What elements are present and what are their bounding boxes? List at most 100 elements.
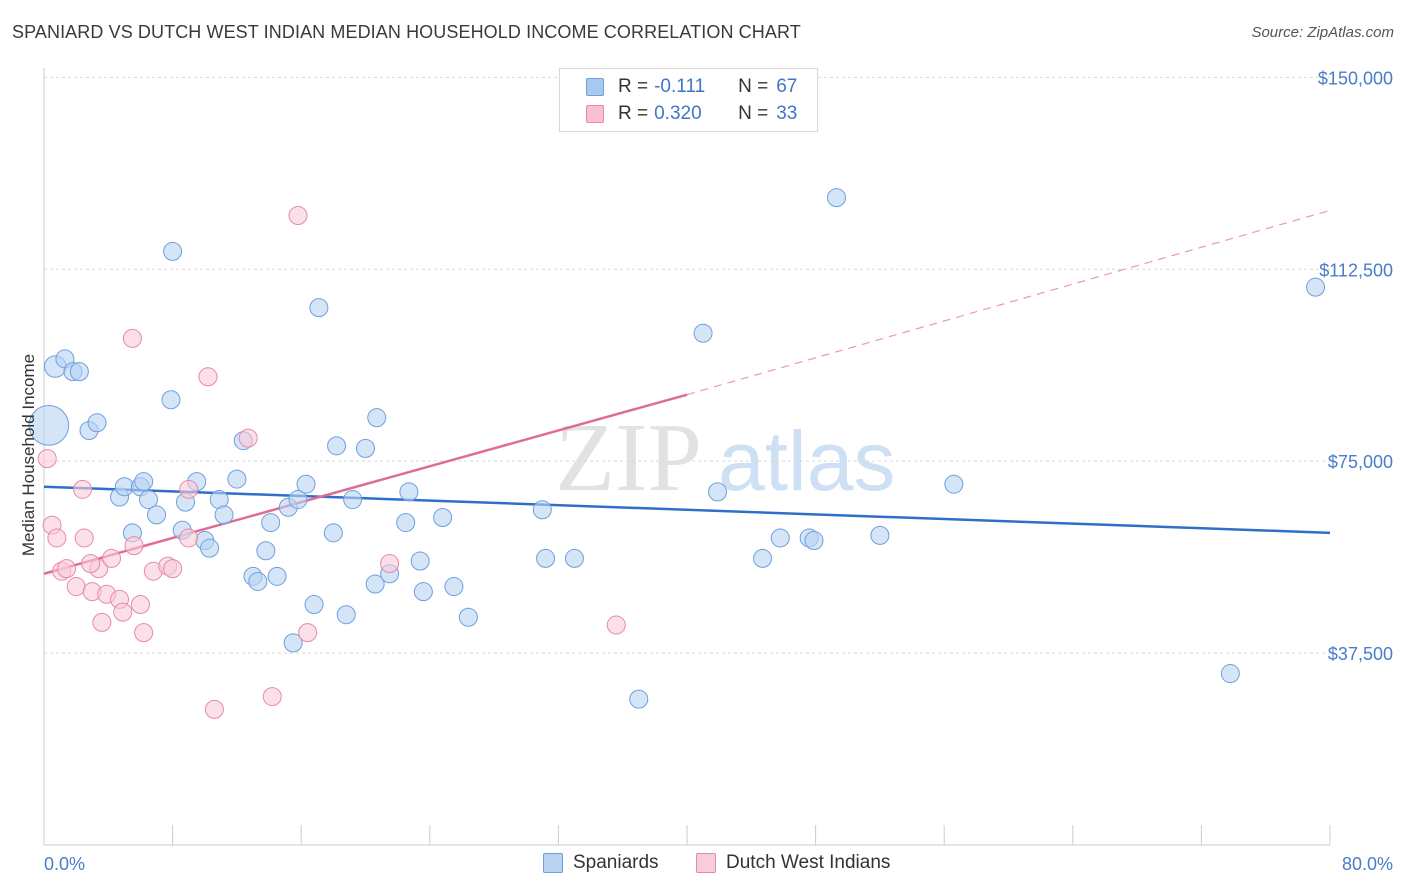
source-label: Source: ZipAtlas.com [1251,24,1394,41]
point-spaniards-37 [327,436,347,456]
watermark-zip: ZIP [555,404,702,512]
y-tick-label-2: $75,000 [1328,452,1393,472]
bottom-legend-spaniards: Spaniards [543,852,659,874]
point-spaniards-35 [309,298,329,318]
bottom-legend-swatch-spaniards [543,853,563,873]
point-dutch-west-indians-25 [238,428,258,448]
point-spaniards-28 [261,513,281,533]
bottom-legend-swatch-dutch-west-indians [696,853,716,873]
x-tick-label-min: 0.0% [44,854,85,874]
data-points [28,188,1326,719]
legend-r-label: R = [618,103,649,124]
bottom-legend-dutch-west-indians: Dutch West Indians [696,852,890,874]
y-tick-label-1: $112,500 [1319,260,1393,280]
point-spaniards-65 [1306,277,1326,297]
point-spaniards-60 [804,531,824,550]
chart-title: SPANIARD VS DUTCH WEST INDIAN MEDIAN HOU… [12,22,801,42]
point-spaniards-57 [753,548,773,568]
point-spaniards-40 [356,438,375,458]
point-dutch-west-indians-26 [262,687,282,707]
point-spaniards-38 [336,605,356,625]
point-dutch-west-indians-6 [73,479,93,499]
point-spaniards-39 [343,490,363,510]
y-tick-labels: $150,000 $112,500 $75,000 $37,500 [1318,68,1393,664]
point-dutch-west-indians-30 [606,615,626,635]
point-spaniards-8 [163,241,183,261]
point-spaniards-26 [248,571,268,591]
point-dutch-west-indians-21 [163,559,183,579]
point-spaniards-10 [114,477,134,497]
point-dutch-west-indians-18 [122,328,142,348]
trend-extension-dutch-west-indians [686,209,1331,396]
point-spaniards-20 [200,538,220,558]
point-spaniards-61 [826,188,846,208]
point-spaniards-64 [1220,664,1240,684]
point-dutch-west-indians-31 [179,528,199,548]
point-spaniards-53 [564,548,584,568]
trend-line-spaniards [43,485,1331,535]
legend-r-label: R = [618,76,649,97]
point-spaniards-45 [399,482,419,502]
point-spaniards-32 [296,474,316,494]
point-spaniards-0 [28,405,70,446]
legend-r-value: -0.111 [654,76,706,97]
point-spaniards-55 [693,323,713,343]
y-axis-title: Median Household Income [19,354,38,556]
correlation-legend: R = -0.111 N = 67 R = 0.320 N = 33 [559,68,818,132]
point-spaniards-47 [413,582,433,602]
legend-n-value: 67 [776,76,798,97]
point-spaniards-13 [138,490,158,510]
gridlines [44,76,1330,654]
point-dutch-west-indians-22 [179,479,199,499]
y-tick-label-0: $150,000 [1318,68,1393,88]
legend-swatch-spaniards [586,78,604,96]
trend-line-dutch-west-indians [43,393,688,575]
bottom-legend-label-dutch-west-indians: Dutch West Indians [726,852,891,873]
point-dutch-west-indians-17 [134,623,154,643]
point-dutch-west-indians-7 [74,528,94,548]
point-dutch-west-indians-0 [37,449,57,469]
point-dutch-west-indians-28 [298,623,318,643]
y-tick-label-3: $37,500 [1328,644,1393,664]
point-spaniards-58 [770,528,790,548]
point-dutch-west-indians-14 [113,602,133,622]
point-spaniards-27 [256,541,276,561]
point-spaniards-63 [944,474,964,494]
point-spaniards-36 [323,523,343,543]
legend-swatch-dutch-west-indians [586,105,604,123]
point-spaniards-41 [367,408,387,428]
point-dutch-west-indians-4 [57,559,77,579]
x-tick-labels: 0.0% 80.0% [44,854,1393,874]
point-spaniards-31 [288,490,308,510]
point-dutch-west-indians-23 [198,367,218,387]
x-tick-label-max: 80.0% [1342,854,1393,874]
point-dutch-west-indians-5 [66,577,86,597]
point-dutch-west-indians-12 [102,548,122,568]
bottom-legend-label-spaniards: Spaniards [573,852,659,873]
trend-lines [43,209,1331,575]
point-spaniards-23 [227,469,247,489]
point-spaniards-44 [396,513,416,533]
point-dutch-west-indians-24 [204,699,224,719]
point-spaniards-22 [214,505,234,525]
point-dutch-west-indians-15 [124,536,144,556]
point-dutch-west-indians-10 [92,612,112,632]
legend-row-spaniards: R = -0.111 N = 67 [586,74,797,100]
point-dutch-west-indians-29 [380,554,400,574]
point-dutch-west-indians-27 [288,206,308,226]
point-spaniards-48 [433,507,453,527]
point-spaniards-42 [365,574,385,594]
point-spaniards-6 [87,413,107,433]
point-spaniards-14 [147,505,167,525]
point-spaniards-7 [161,390,181,410]
point-spaniards-52 [536,548,556,568]
point-dutch-west-indians-2 [47,528,67,548]
point-spaniards-51 [532,500,552,520]
point-spaniards-4 [69,362,89,382]
zipatlas-watermark: ZIP atlas [555,404,895,512]
legend-row-dutch-west-indians: R = 0.320 N = 33 [586,101,797,127]
point-spaniards-34 [304,594,324,614]
point-spaniards-33 [283,633,303,653]
point-spaniards-54 [629,689,649,709]
